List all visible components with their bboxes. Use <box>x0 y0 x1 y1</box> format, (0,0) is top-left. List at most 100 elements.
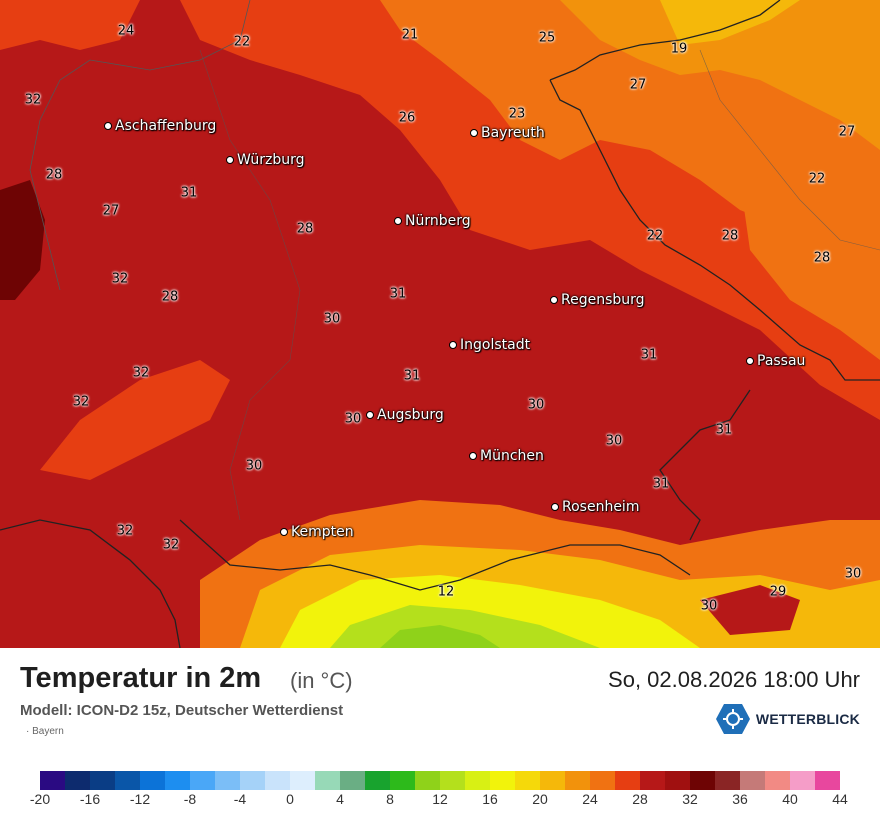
legend-color-swatch <box>515 771 540 790</box>
legend-color-swatch <box>765 771 790 790</box>
city-label: Kempten <box>291 524 354 540</box>
legend-color-swatch <box>615 771 640 790</box>
city-label: Augsburg <box>377 407 444 423</box>
legend-color-swatch <box>665 771 690 790</box>
model-info: Modell: ICON-D2 15z, Deutscher Wetterdie… <box>20 702 344 719</box>
temperature-value: 31 <box>389 286 407 302</box>
brand-name: WETTERBLICK <box>755 711 860 727</box>
legend-color-swatch <box>790 771 815 790</box>
city-kempten: Kempten <box>280 524 354 540</box>
color-legend <box>40 771 840 790</box>
temperature-value: 23 <box>508 106 526 122</box>
city-label: Aschaffenburg <box>115 118 217 134</box>
temperature-value: 32 <box>116 523 134 539</box>
legend-color-swatch <box>115 771 140 790</box>
city-bayreuth: Bayreuth <box>470 125 545 141</box>
temperature-value: 30 <box>605 433 623 449</box>
temperature-value: 19 <box>670 41 688 57</box>
temperature-value: 31 <box>180 185 198 201</box>
temperature-value: 22 <box>233 34 251 50</box>
legend-color-swatch <box>565 771 590 790</box>
legend-tick-label: 40 <box>782 791 798 807</box>
legend-color-swatch <box>165 771 190 790</box>
west-warm-stripe <box>40 360 230 480</box>
legend-color-swatch <box>465 771 490 790</box>
west-hot-core <box>0 180 45 300</box>
legend-color-swatch <box>265 771 290 790</box>
legend-color-swatch <box>490 771 515 790</box>
legend-color-swatch <box>190 771 215 790</box>
temperature-value: 32 <box>132 365 150 381</box>
legend-color-swatch <box>640 771 665 790</box>
legend-tick-label: 24 <box>582 791 598 807</box>
legend-color-swatch <box>90 771 115 790</box>
temperature-value: 26 <box>398 110 416 126</box>
temperature-value: 31 <box>652 476 670 492</box>
temperature-value: 31 <box>403 368 421 384</box>
legend-tick-label: 28 <box>632 791 648 807</box>
temperature-value: 30 <box>527 397 545 413</box>
city-ingolstadt: Ingolstadt <box>449 337 530 353</box>
city-muenchen: München <box>469 448 544 464</box>
southeast-warm-patch <box>700 585 800 635</box>
temperature-value: 22 <box>646 228 664 244</box>
legend-tick-label: 8 <box>386 791 394 807</box>
temperature-value: 31 <box>640 347 658 363</box>
legend-tick-label: 0 <box>286 791 294 807</box>
temperature-value: 31 <box>715 422 733 438</box>
temperature-value: 32 <box>162 537 180 553</box>
national-border-east <box>549 79 880 381</box>
city-passau: Passau <box>746 353 805 369</box>
alps-peak-area <box>380 625 500 648</box>
temperature-value: 28 <box>45 167 63 183</box>
map-footer: Temperatur in 2m (in °C) So, 02.08.2026 … <box>0 648 880 830</box>
region-label: · Bayern <box>26 726 64 737</box>
legend-color-swatch <box>590 771 615 790</box>
national-border-southwest <box>0 519 181 648</box>
temperature-value: 30 <box>245 458 263 474</box>
legend-tick-label: -8 <box>183 791 197 807</box>
temperature-map: Aschaffenburg Würzburg Bayreuth Nürnberg… <box>0 0 880 648</box>
northeast-cooler-area <box>560 0 880 150</box>
temperature-value: 21 <box>401 27 419 43</box>
legend-color-swatch <box>365 771 390 790</box>
city-aschaffenburg: Aschaffenburg <box>104 118 216 134</box>
legend-color-swatch <box>140 771 165 790</box>
city-label: Ingolstadt <box>460 337 531 353</box>
temperature-value: 30 <box>323 311 341 327</box>
state-border-west <box>199 49 301 521</box>
city-label: Passau <box>757 353 806 369</box>
legend-color-swatch <box>440 771 465 790</box>
legend-tick-label: -4 <box>233 791 247 807</box>
legend-color-swatch <box>740 771 765 790</box>
unit-label: (in °C) <box>290 668 353 693</box>
temperature-value: 12 <box>437 584 455 600</box>
temperature-value: 32 <box>72 394 90 410</box>
legend-color-swatch <box>390 771 415 790</box>
city-label: München <box>480 448 544 464</box>
region-name: Bayern <box>32 726 64 737</box>
temperature-value: 22 <box>808 171 826 187</box>
temperature-value: 30 <box>700 598 718 614</box>
map-title: Temperatur in 2m <box>20 662 262 694</box>
city-label: Bayreuth <box>481 125 545 141</box>
legend-tick-label: 4 <box>336 791 344 807</box>
brand-logo: WETTERBLICK <box>715 704 860 734</box>
northwest-warm-area <box>0 0 140 50</box>
east-forest-area <box>740 160 880 360</box>
legend-color-swatch <box>65 771 90 790</box>
state-border-northwest <box>29 0 251 291</box>
city-label: Regensburg <box>561 292 645 308</box>
legend-color-swatch <box>415 771 440 790</box>
legend-color-swatch <box>215 771 240 790</box>
city-wuerzburg: Würzburg <box>226 152 304 168</box>
temperature-value: 28 <box>296 221 314 237</box>
legend-tick-label: -12 <box>129 791 151 807</box>
temperature-value: 27 <box>838 124 856 140</box>
temperature-value: 29 <box>769 584 787 600</box>
temperature-value: 28 <box>161 289 179 305</box>
legend-color-swatch <box>290 771 315 790</box>
temperature-value: 32 <box>111 271 129 287</box>
temperature-field <box>0 0 880 648</box>
state-border-north <box>549 0 781 81</box>
